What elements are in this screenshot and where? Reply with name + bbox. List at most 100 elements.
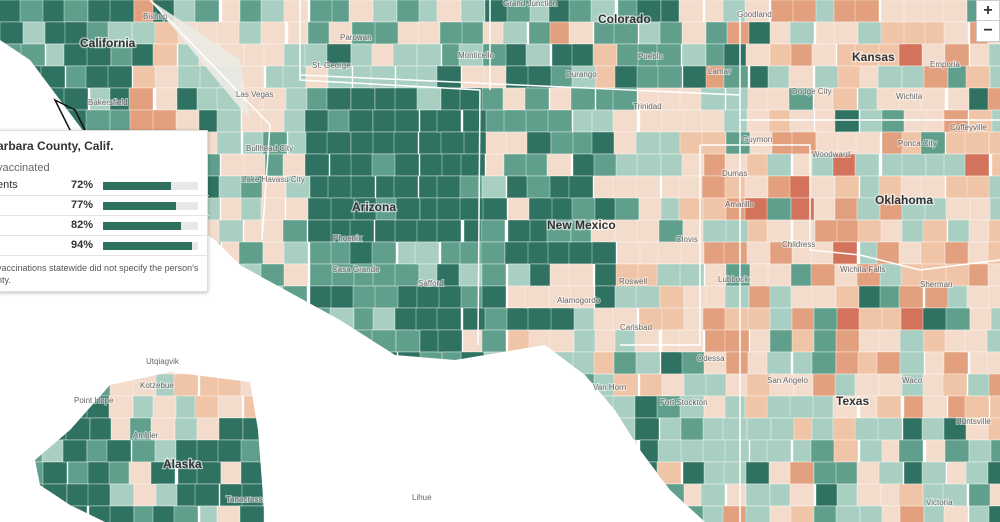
- county[interactable]: [836, 219, 862, 243]
- county[interactable]: [417, 21, 443, 45]
- county[interactable]: [766, 87, 792, 111]
- county[interactable]: [594, 263, 620, 287]
- county[interactable]: [681, 43, 707, 67]
- county[interactable]: [547, 461, 573, 485]
- county[interactable]: [19, 65, 45, 89]
- county[interactable]: [591, 241, 617, 265]
- county[interactable]: [989, 197, 1000, 221]
- county[interactable]: [615, 153, 641, 177]
- county[interactable]: [350, 43, 376, 67]
- county[interactable]: [348, 109, 374, 133]
- county[interactable]: [481, 329, 507, 353]
- county[interactable]: [965, 461, 991, 485]
- county[interactable]: [260, 263, 286, 287]
- county[interactable]: [943, 21, 969, 45]
- county[interactable]: [194, 395, 220, 419]
- county[interactable]: [194, 351, 220, 375]
- county[interactable]: [87, 461, 113, 485]
- county[interactable]: [109, 505, 135, 522]
- county[interactable]: [680, 505, 706, 522]
- county[interactable]: [284, 461, 310, 485]
- county[interactable]: [592, 43, 618, 67]
- county[interactable]: [725, 219, 751, 243]
- county[interactable]: [22, 87, 48, 111]
- county[interactable]: [374, 483, 400, 507]
- county[interactable]: [131, 21, 157, 45]
- county[interactable]: [461, 65, 487, 89]
- county[interactable]: [394, 439, 420, 463]
- county[interactable]: [394, 153, 420, 177]
- county[interactable]: [328, 351, 354, 375]
- county[interactable]: [372, 109, 398, 133]
- county[interactable]: [216, 131, 242, 155]
- county[interactable]: [109, 483, 135, 507]
- county[interactable]: [393, 175, 419, 199]
- county[interactable]: [503, 109, 529, 133]
- county[interactable]: [634, 417, 660, 441]
- county[interactable]: [216, 21, 242, 45]
- county[interactable]: [305, 131, 331, 155]
- county[interactable]: [527, 439, 553, 463]
- county[interactable]: [964, 153, 990, 177]
- county[interactable]: [414, 241, 440, 265]
- county[interactable]: [131, 43, 157, 67]
- county[interactable]: [327, 417, 353, 441]
- county[interactable]: [527, 307, 553, 331]
- county[interactable]: [285, 351, 311, 375]
- county[interactable]: [461, 21, 487, 45]
- county[interactable]: [22, 417, 48, 441]
- county[interactable]: [23, 395, 49, 419]
- county[interactable]: [372, 461, 398, 485]
- county[interactable]: [702, 439, 728, 463]
- county[interactable]: [568, 0, 594, 23]
- county[interactable]: [284, 329, 310, 353]
- county[interactable]: [195, 307, 221, 331]
- county[interactable]: [859, 439, 885, 463]
- county[interactable]: [987, 461, 1000, 485]
- county[interactable]: [788, 65, 814, 89]
- county[interactable]: [900, 307, 926, 331]
- county[interactable]: [682, 65, 708, 89]
- county[interactable]: [502, 87, 528, 111]
- county[interactable]: [0, 307, 23, 331]
- county[interactable]: [833, 21, 859, 45]
- county[interactable]: [484, 373, 510, 397]
- county[interactable]: [835, 351, 861, 375]
- county[interactable]: [725, 373, 751, 397]
- county[interactable]: [128, 307, 154, 331]
- county[interactable]: [991, 109, 1000, 133]
- county[interactable]: [129, 329, 155, 353]
- county[interactable]: [944, 439, 970, 463]
- county[interactable]: [194, 483, 220, 507]
- county[interactable]: [854, 417, 880, 441]
- county[interactable]: [789, 483, 815, 507]
- county[interactable]: [988, 285, 1000, 309]
- county[interactable]: [526, 351, 552, 375]
- county[interactable]: [42, 87, 68, 111]
- county[interactable]: [196, 417, 222, 441]
- county[interactable]: [438, 483, 464, 507]
- county[interactable]: [460, 153, 486, 177]
- county[interactable]: [945, 197, 971, 221]
- county[interactable]: [898, 241, 924, 265]
- county[interactable]: [282, 65, 308, 89]
- county[interactable]: [129, 109, 155, 133]
- county[interactable]: [481, 175, 507, 199]
- county[interactable]: [656, 461, 682, 485]
- county[interactable]: [815, 483, 841, 507]
- county[interactable]: [42, 0, 68, 23]
- county[interactable]: [525, 153, 551, 177]
- county[interactable]: [683, 285, 709, 309]
- county[interactable]: [305, 461, 331, 485]
- county[interactable]: [767, 65, 793, 89]
- county[interactable]: [350, 175, 376, 199]
- county[interactable]: [920, 87, 946, 111]
- county[interactable]: [898, 43, 924, 67]
- county[interactable]: [419, 153, 445, 177]
- county[interactable]: [194, 0, 220, 23]
- county[interactable]: [550, 307, 576, 331]
- county[interactable]: [436, 0, 462, 23]
- county[interactable]: [612, 395, 638, 419]
- county[interactable]: [503, 351, 529, 375]
- county[interactable]: [901, 65, 927, 89]
